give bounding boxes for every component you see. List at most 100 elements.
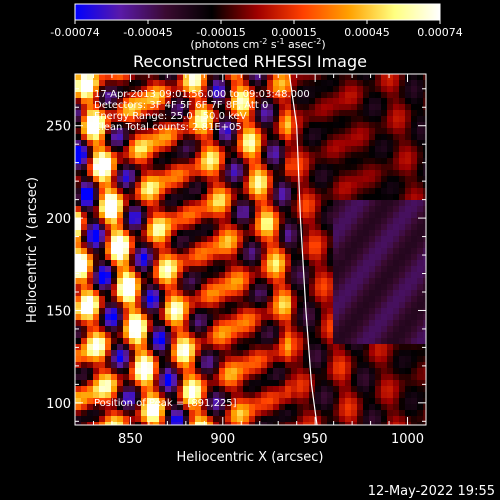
heatmap-cell xyxy=(399,146,406,153)
heatmap-cell xyxy=(405,344,412,351)
heatmap-cell xyxy=(243,194,250,201)
heatmap-cell xyxy=(213,98,220,105)
heatmap-cell xyxy=(423,74,426,81)
heatmap-cell xyxy=(237,248,244,255)
heatmap-cell xyxy=(393,254,400,261)
heatmap-cell xyxy=(201,164,208,171)
heatmap-cell xyxy=(243,284,250,291)
heatmap-cell xyxy=(141,152,148,159)
heatmap-cell xyxy=(75,98,82,105)
heatmap-cell xyxy=(231,242,238,249)
heatmap-cell xyxy=(81,266,88,273)
heatmap-cell xyxy=(291,188,298,195)
heatmap-cell xyxy=(309,182,316,189)
heatmap-cell xyxy=(405,266,412,273)
heatmap-cell xyxy=(225,122,232,129)
heatmap-cell xyxy=(81,320,88,327)
heatmap-cell xyxy=(201,212,208,219)
heatmap-cell xyxy=(363,362,370,369)
heatmap-cell xyxy=(297,122,304,129)
heatmap-cell xyxy=(411,98,418,105)
heatmap-cell xyxy=(171,380,178,387)
heatmap-cell xyxy=(309,134,316,141)
heatmap-cell xyxy=(81,86,88,93)
heatmap-cell xyxy=(357,314,364,321)
heatmap-cell xyxy=(315,320,322,327)
heatmap-cell xyxy=(273,302,280,309)
heatmap-cell xyxy=(369,344,376,351)
heatmap-cell xyxy=(105,122,112,129)
heatmap-cell xyxy=(375,368,382,375)
heatmap-cell xyxy=(93,146,100,153)
heatmap-cell xyxy=(231,284,238,291)
heatmap-cell xyxy=(291,296,298,303)
heatmap-cell xyxy=(333,308,340,315)
heatmap-cell xyxy=(387,308,394,315)
heatmap-cell xyxy=(165,206,172,213)
heatmap-cell xyxy=(345,368,352,375)
heatmap-cell xyxy=(369,134,376,141)
heatmap-cell xyxy=(129,254,136,261)
heatmap-cell xyxy=(351,404,358,411)
heatmap-cell xyxy=(327,374,334,381)
heatmap-cell xyxy=(189,134,196,141)
heatmap-cell xyxy=(279,92,286,99)
heatmap-cell xyxy=(369,140,376,147)
heatmap-cell xyxy=(123,80,130,87)
heatmap-cell xyxy=(93,380,100,387)
heatmap-cell xyxy=(153,362,160,369)
heatmap-cell xyxy=(327,404,334,411)
heatmap-cell xyxy=(117,320,124,327)
heatmap-cell xyxy=(213,392,220,399)
heatmap-cell xyxy=(309,398,316,405)
heatmap-cell xyxy=(351,152,358,159)
heatmap-cell xyxy=(147,362,154,369)
heatmap-cell xyxy=(129,140,136,147)
heatmap-cell xyxy=(351,206,358,213)
heatmap-cell xyxy=(135,104,142,111)
heatmap-cell xyxy=(399,272,406,279)
heatmap-cell xyxy=(339,164,346,171)
heatmap-cell xyxy=(255,158,262,165)
heatmap-cell xyxy=(291,326,298,333)
heatmap-cell xyxy=(81,230,88,237)
heatmap-cell xyxy=(129,236,136,243)
heatmap-cell xyxy=(243,158,250,165)
heatmap-cell xyxy=(423,332,426,339)
heatmap-cell xyxy=(171,86,178,93)
heatmap-cell xyxy=(171,98,178,105)
heatmap-cell xyxy=(237,260,244,267)
heatmap-cell xyxy=(225,314,232,321)
heatmap-cell xyxy=(405,206,412,213)
heatmap-cell xyxy=(255,152,262,159)
heatmap-cell xyxy=(417,320,424,327)
heatmap-cell xyxy=(303,320,310,327)
heatmap-cell xyxy=(267,158,274,165)
heatmap-cell xyxy=(117,188,124,195)
heatmap-cell xyxy=(327,194,334,201)
heatmap-cell xyxy=(375,128,382,135)
heatmap-cell xyxy=(81,236,88,243)
heatmap-cell xyxy=(333,422,340,425)
heatmap-cell xyxy=(327,128,334,135)
heatmap-cell xyxy=(387,212,394,219)
heatmap-cell xyxy=(261,302,268,309)
heatmap-cell xyxy=(159,362,166,369)
heatmap-cell xyxy=(411,110,418,117)
heatmap-cell xyxy=(213,302,220,309)
heatmap-cell xyxy=(363,248,370,255)
heatmap-cell xyxy=(345,314,352,321)
heatmap-cell xyxy=(93,398,100,405)
heatmap-cell xyxy=(177,326,184,333)
heatmap-cell xyxy=(159,344,166,351)
heatmap-cell xyxy=(315,284,322,291)
heatmap-cell xyxy=(327,104,334,111)
heatmap-cell xyxy=(333,152,340,159)
heatmap-cell xyxy=(81,260,88,267)
heatmap-cell xyxy=(309,128,316,135)
heatmap-cell xyxy=(357,368,364,375)
heatmap-cell xyxy=(357,122,364,129)
heatmap-cell xyxy=(99,170,106,177)
heatmap-cell xyxy=(129,416,136,423)
heatmap-cell xyxy=(321,284,328,291)
